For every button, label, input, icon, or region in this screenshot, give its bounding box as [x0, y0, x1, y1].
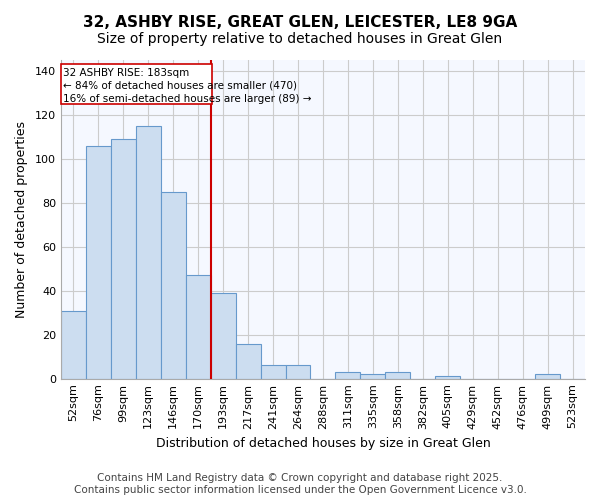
- Bar: [385, 372, 410, 378]
- Bar: [435, 376, 460, 378]
- Bar: [111, 139, 136, 378]
- Y-axis label: Number of detached properties: Number of detached properties: [15, 121, 28, 318]
- Bar: [335, 372, 361, 378]
- X-axis label: Distribution of detached houses by size in Great Glen: Distribution of detached houses by size …: [155, 437, 490, 450]
- Text: 32 ASHBY RISE: 183sqm: 32 ASHBY RISE: 183sqm: [64, 68, 190, 78]
- Bar: [535, 374, 560, 378]
- Text: 16% of semi-detached houses are larger (89) →: 16% of semi-detached houses are larger (…: [64, 94, 312, 104]
- Bar: [86, 146, 111, 378]
- Text: Contains HM Land Registry data © Crown copyright and database right 2025.
Contai: Contains HM Land Registry data © Crown c…: [74, 474, 526, 495]
- Bar: [61, 310, 86, 378]
- Bar: [211, 293, 236, 378]
- Bar: [136, 126, 161, 378]
- Bar: [61, 64, 212, 104]
- Text: 32, ASHBY RISE, GREAT GLEN, LEICESTER, LE8 9GA: 32, ASHBY RISE, GREAT GLEN, LEICESTER, L…: [83, 15, 517, 30]
- Bar: [286, 366, 310, 378]
- Bar: [161, 192, 186, 378]
- Bar: [260, 366, 286, 378]
- Text: ← 84% of detached houses are smaller (470): ← 84% of detached houses are smaller (47…: [64, 81, 298, 91]
- Bar: [361, 374, 385, 378]
- Text: Size of property relative to detached houses in Great Glen: Size of property relative to detached ho…: [97, 32, 503, 46]
- Bar: [186, 276, 211, 378]
- Bar: [236, 344, 260, 378]
